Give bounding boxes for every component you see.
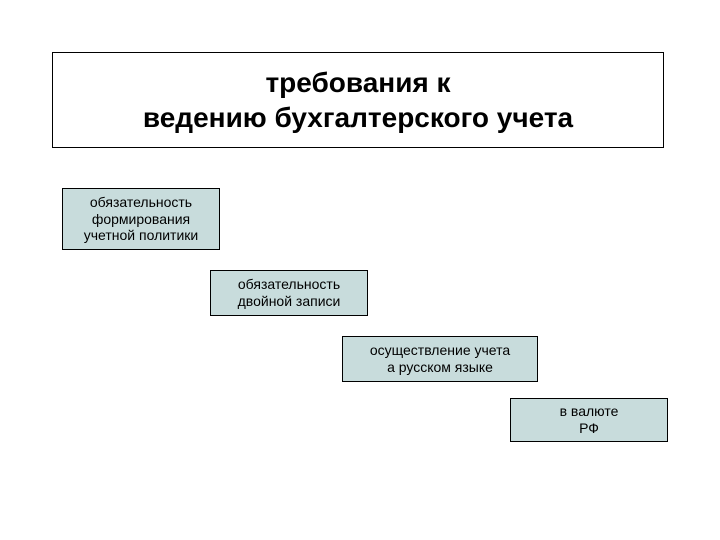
title-box: требования к ведению бухгалтерского учет… xyxy=(52,52,664,148)
title-text: требования к ведению бухгалтерского учет… xyxy=(143,65,573,135)
item-text-0: обязательность формирования учетной поли… xyxy=(84,194,198,244)
item-text-2: осуществление учета а русском языке xyxy=(370,342,510,376)
item-box-3: в валюте РФ xyxy=(510,398,668,442)
item-text-3: в валюте РФ xyxy=(560,403,619,437)
item-text-1: обязательность двойной записи xyxy=(238,276,341,310)
item-box-0: обязательность формирования учетной поли… xyxy=(62,188,220,250)
item-box-1: обязательность двойной записи xyxy=(210,270,368,316)
item-box-2: осуществление учета а русском языке xyxy=(342,336,538,382)
